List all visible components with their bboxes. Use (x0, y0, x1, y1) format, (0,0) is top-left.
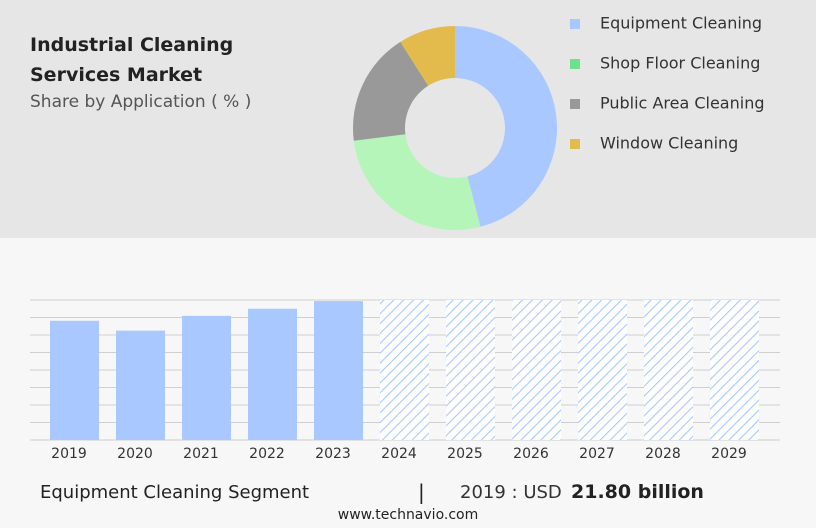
x-tick-label: 2023 (315, 446, 351, 462)
legend-label: Window Cleaning (600, 134, 738, 153)
segment-label: Equipment Cleaning Segment (40, 482, 310, 503)
donut-segment (400, 26, 455, 86)
bar (182, 315, 231, 440)
donut-segment (455, 26, 557, 227)
segment-value: 21.80 billion (571, 481, 704, 503)
x-tick-label: 2027 (579, 446, 615, 462)
forecast-bar (380, 300, 429, 440)
legend-label: Equipment Cleaning (600, 14, 762, 33)
bar (314, 301, 363, 440)
year-label: 2019 : USD (460, 482, 562, 503)
x-tick-label: 2022 (249, 446, 285, 462)
x-tick-label: 2024 (381, 446, 417, 462)
x-tick-label: 2020 (117, 446, 153, 462)
x-tick-label: 2026 (513, 446, 549, 462)
chart-title: Industrial Cleaning Services Market (30, 34, 234, 86)
forecast-bar (710, 300, 759, 440)
forecast-bar (578, 300, 627, 440)
legend-label: Shop Floor Cleaning (600, 54, 760, 73)
bar (50, 320, 99, 440)
legend-swatch (570, 19, 580, 29)
x-tick-label: 2021 (183, 446, 219, 462)
bar (116, 330, 165, 440)
forecast-bar (644, 300, 693, 440)
x-tick-label: 2028 (645, 446, 681, 462)
donut-segment (352, 41, 429, 141)
forecast-bar (446, 300, 495, 440)
separator: | (418, 480, 425, 504)
x-tick-label: 2029 (711, 446, 747, 462)
chart-subtitle: Share by Application ( % ) (30, 92, 252, 112)
legend-swatch (570, 59, 580, 69)
bar (248, 308, 297, 440)
legend-label: Public Area Cleaning (600, 94, 765, 113)
x-tick-label: 2025 (447, 446, 483, 462)
x-tick-label: 2019 (51, 446, 87, 462)
legend-swatch (570, 139, 580, 149)
site-link: www.technavio.com (337, 507, 479, 523)
forecast-bar (512, 300, 561, 440)
donut-segment (353, 134, 481, 231)
legend-swatch (570, 99, 580, 109)
